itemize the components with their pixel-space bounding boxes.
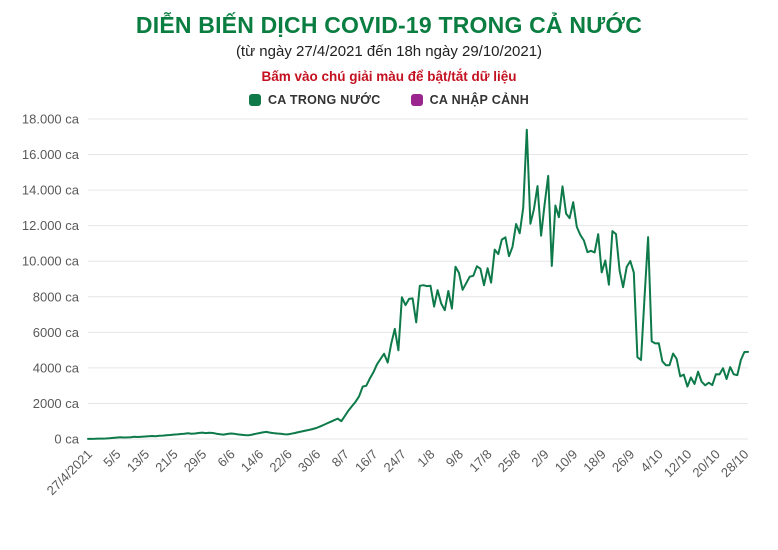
- line-chart: 0 ca 2000 ca 4000 ca 6000 ca 8000 ca 10.000 c…: [22, 112, 752, 499]
- legend-chip-purple-icon: [410, 94, 423, 107]
- x-axis-label: 9/8: [443, 447, 466, 470]
- x-axis-label: 2/9: [528, 447, 551, 470]
- legend-hint: Bấm vào chú giải màu để bật/tắt dữ liệu: [261, 69, 517, 85]
- x-axis-label: 17/8: [466, 447, 495, 476]
- y-axis-label: 8000 ca: [33, 290, 80, 305]
- x-axis-label: 26/9: [609, 447, 638, 476]
- x-axis-label: 12/10: [661, 447, 695, 481]
- legend-item-ca-nhap-canh[interactable]: CA NHẬP CẢNH: [410, 93, 530, 108]
- x-axis-label: 14/6: [238, 447, 267, 476]
- legend-label-ca-nhap-canh: CA NHẬP CẢNH: [429, 93, 530, 108]
- x-axis-label: 21/5: [152, 447, 181, 476]
- y-axis-label: 16.000 ca: [22, 147, 80, 162]
- x-axis-label: 13/5: [124, 447, 153, 476]
- y-axis-label: 6000 ca: [33, 325, 80, 340]
- x-axis-label: 27/4/2021: [44, 447, 96, 499]
- x-axis-label: 24/7: [381, 447, 410, 476]
- legend: CA TRONG NƯỚC CA NHẬP CẢNH: [0, 93, 778, 107]
- y-axis-label: 14.000 ca: [22, 183, 80, 198]
- x-axis-label: 6/6: [214, 447, 237, 470]
- chart-title: DIỄN BIẾN DỊCH COVID-19 TRONG CẢ NƯỚC: [135, 12, 643, 38]
- legend-item-ca-trong-nuoc[interactable]: CA TRONG NƯỚC: [248, 93, 381, 108]
- y-axis-label: 0 ca: [54, 432, 79, 447]
- x-axis-label: 25/8: [495, 447, 524, 476]
- y-axis-label: 4000 ca: [33, 361, 80, 376]
- x-axis-label: 16/7: [352, 447, 381, 476]
- legend-chip-green-icon: [248, 94, 261, 107]
- x-axis-label: 8/7: [329, 447, 352, 470]
- x-axis-label: 5/5: [100, 447, 123, 470]
- x-axis-label: 28/10: [718, 447, 752, 481]
- series-line-ca-trong-nuoc[interactable]: [87, 129, 749, 441]
- legend-label-ca-trong-nuoc: CA TRONG NƯỚC: [267, 93, 381, 108]
- x-axis-label: 20/10: [689, 447, 723, 481]
- x-axis-label: 18/9: [580, 447, 609, 476]
- x-axis-label: 22/6: [266, 447, 295, 476]
- x-axis-label: 1/8: [414, 447, 437, 470]
- y-axis-label: 10.000 ca: [22, 254, 80, 269]
- y-axis-label: 12.000 ca: [22, 219, 80, 234]
- chart-subtitle: (từ ngày 27/4/2021 đến 18h ngày 29/10/20…: [235, 43, 543, 61]
- x-axis-label: 29/5: [181, 447, 210, 476]
- x-axis-label: 10/9: [552, 447, 581, 476]
- x-axis-label: 30/6: [295, 447, 324, 476]
- y-axis-label: 2000 ca: [33, 396, 80, 411]
- y-axis-label: 18.000 ca: [22, 112, 80, 127]
